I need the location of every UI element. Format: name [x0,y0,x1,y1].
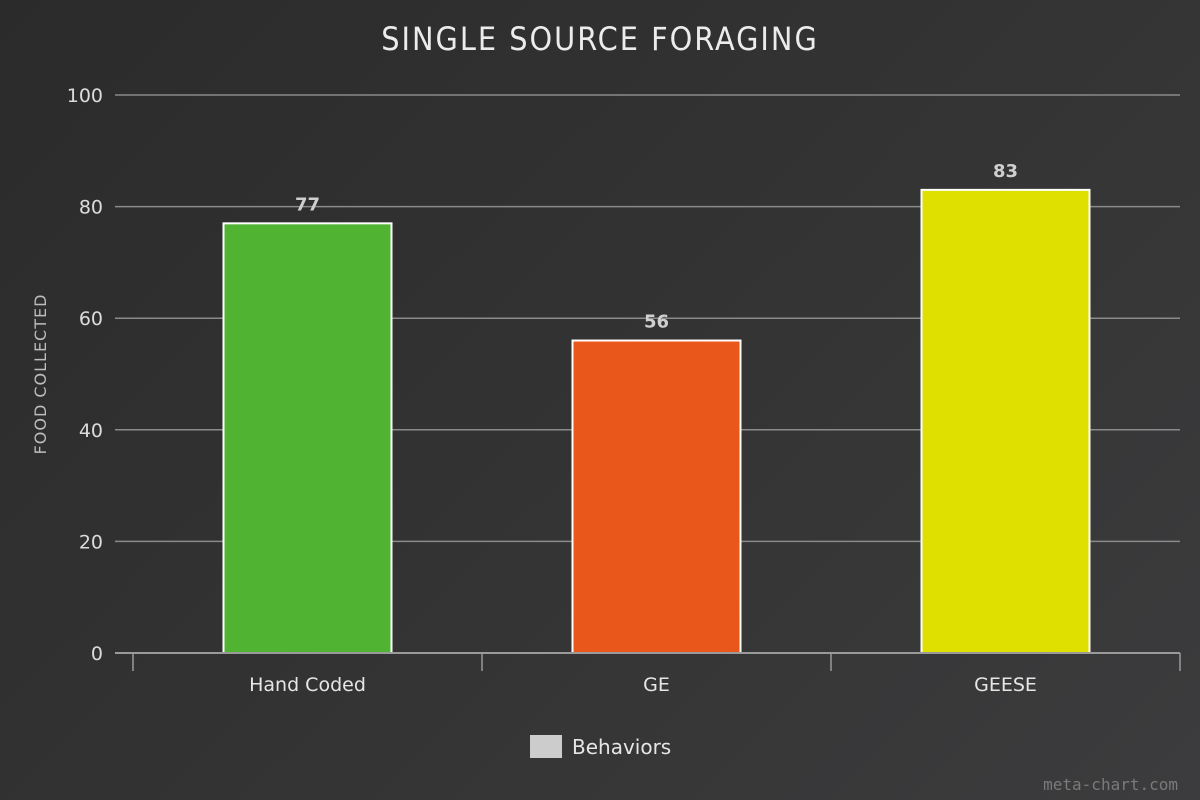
data-labels: 77 56 83 [295,161,1018,333]
data-label: 77 [295,194,320,215]
y-tick-label: 60 [79,308,103,330]
bar-hand-coded[interactable] [222,222,393,654]
watermark: meta-chart.com [1043,775,1178,794]
bar-ge[interactable] [571,339,742,654]
y-tick-label: 100 [67,85,103,107]
x-tick-label: GEESE [974,674,1037,696]
x-tick-label: GE [643,674,670,696]
data-label: 56 [644,312,669,333]
chart-title: SINGLE SOURCE FORAGING [381,20,819,58]
y-tick-label: 0 [91,643,103,665]
x-tick-label: Hand Coded [249,674,366,696]
y-tick-label: 40 [79,420,103,442]
legend[interactable]: Behaviors [530,735,671,759]
y-tick-label: 80 [79,197,103,219]
legend-swatch [530,735,562,758]
x-axis [115,652,1181,671]
bars [222,188,1091,655]
data-label: 83 [993,161,1018,182]
x-axis-tick-labels: Hand Coded GE GEESE [249,674,1037,696]
y-tick-label: 20 [79,531,103,553]
y-axis-ticks: 0 20 40 60 80 100 [67,85,103,665]
legend-label: Behaviors [572,735,671,759]
bar-geese[interactable] [920,188,1091,655]
y-axis-label: FOOD COLLECTED [31,294,50,455]
